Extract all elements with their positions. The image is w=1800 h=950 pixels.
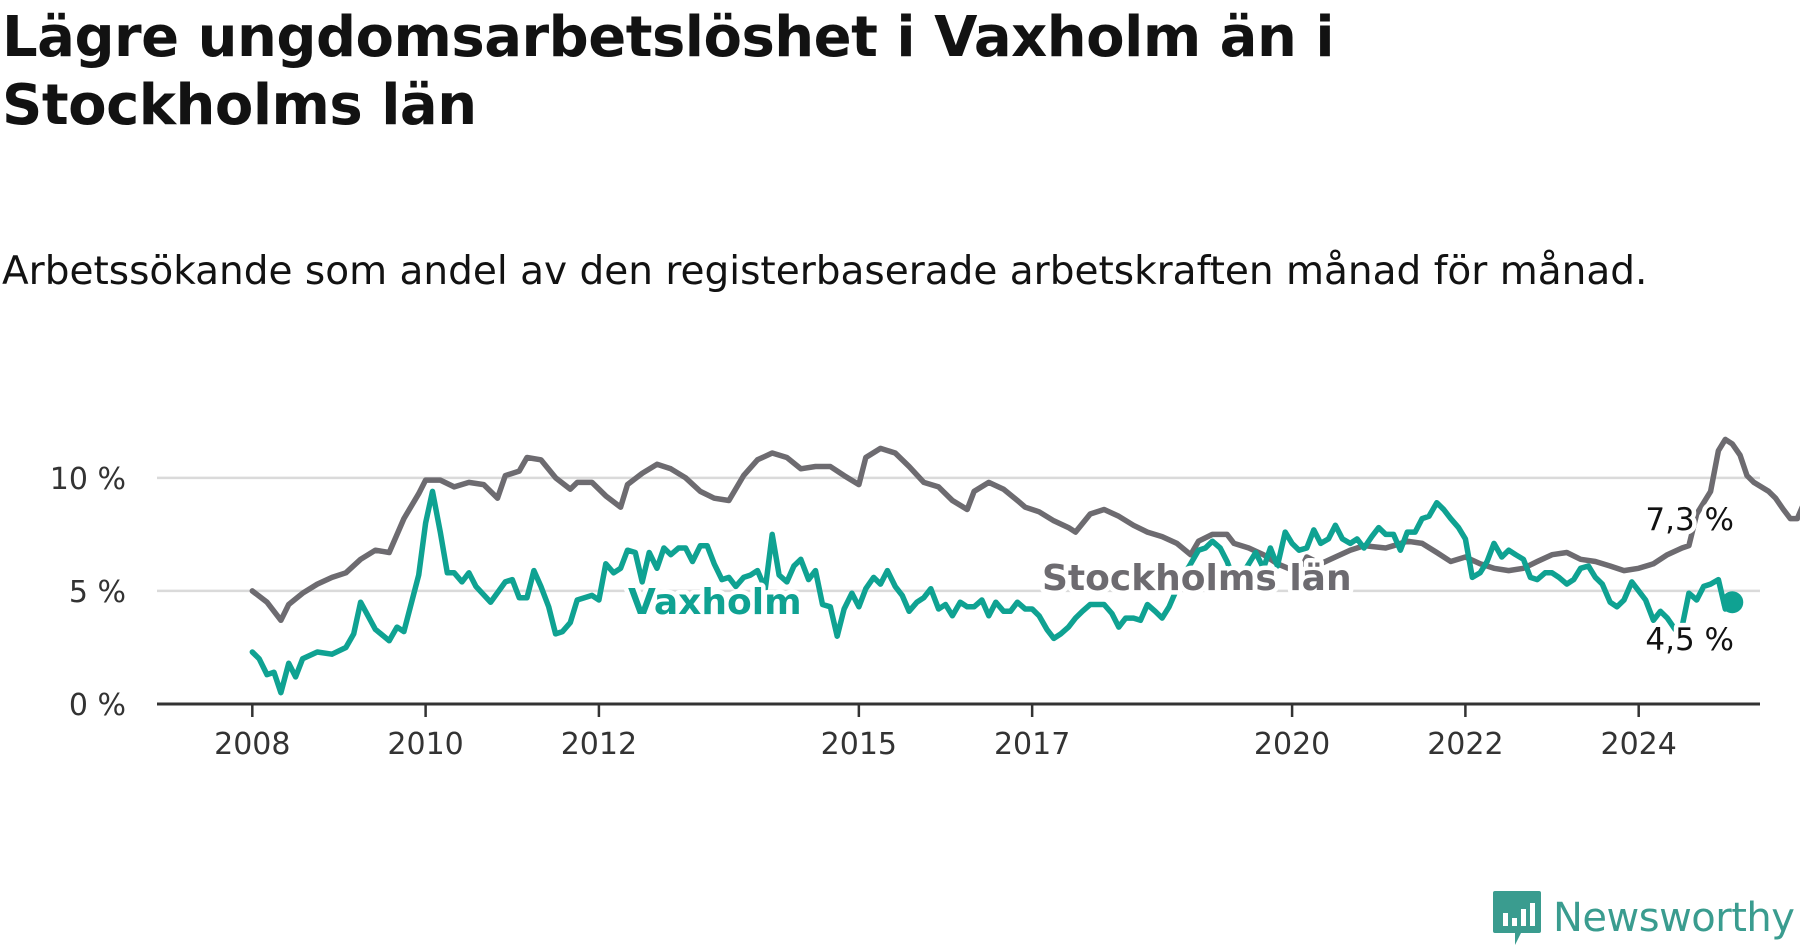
y-tick-label: 5 % xyxy=(69,575,126,610)
end-value-vaxholm-group: 4,5 %4,5 % xyxy=(1641,618,1739,663)
x-tick-label: 2010 xyxy=(387,727,463,762)
x-tick-label: 2015 xyxy=(821,727,897,762)
series-label-vaxholm: Vaxholm xyxy=(628,582,802,623)
series-end-point xyxy=(1721,591,1744,614)
end-value-stockholms-lan-group: 7,3 %7,3 % xyxy=(1641,498,1739,543)
end-value-vaxholm-halo: 4,5 % xyxy=(1645,622,1734,658)
series-line-vaxholm xyxy=(249,488,1736,696)
y-axis: 0 % 5 % 10 % xyxy=(50,462,126,723)
x-tick-label: 2008 xyxy=(214,727,290,762)
brand-name: Newsworthy xyxy=(1553,895,1795,941)
end-value-stockholms-lan: 7,3 % xyxy=(1645,502,1734,538)
chart-title: Lägre ungdomsarbetslöshet i Vaxholm än i… xyxy=(2,5,1335,138)
chart-subtitle: Arbetssökande som andel av den registerb… xyxy=(2,249,1648,294)
series-lines xyxy=(249,436,1800,696)
brand-logo[interactable]: Newsworthy xyxy=(1491,886,1795,950)
end-value-vaxholm: 4,5 % xyxy=(1645,622,1734,658)
x-tick-label: 2024 xyxy=(1601,727,1677,762)
end-value-stockholms-lan-halo: 7,3 % xyxy=(1645,502,1734,538)
x-tick-label: 2020 xyxy=(1254,727,1330,762)
y-tick-label: 0 % xyxy=(69,688,126,723)
series-label-vaxholm-halo: Vaxholm xyxy=(628,582,802,623)
series-label-stockholms-lan-halo: Stockholms län xyxy=(1042,558,1352,599)
x-axis: 2008 2010 2012 2015 2017 2020 2022 2024 xyxy=(157,702,1760,762)
x-tick-label: 2017 xyxy=(994,727,1070,762)
series-line-stockholms-lan xyxy=(249,436,1800,624)
newsworthy-logo-icon xyxy=(1493,891,1541,945)
x-tick-label: 2022 xyxy=(1427,727,1503,762)
x-tick-label: 2012 xyxy=(561,727,637,762)
y-tick-label: 10 % xyxy=(50,462,126,497)
series-label-stockholms-lan: Stockholms län xyxy=(1042,558,1352,599)
